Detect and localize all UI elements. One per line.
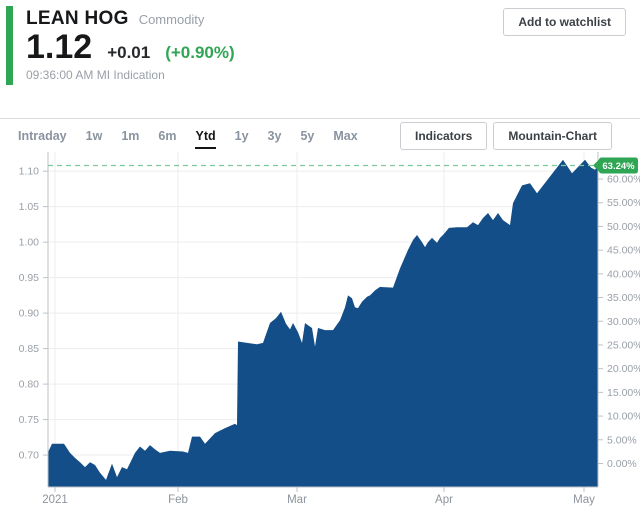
- symbol-title: LEAN HOG: [26, 8, 129, 29]
- tab-1w[interactable]: 1w: [85, 129, 103, 143]
- svg-text:2021: 2021: [42, 494, 68, 506]
- svg-text:1.05: 1.05: [19, 201, 40, 213]
- svg-text:30.00%: 30.00%: [607, 316, 640, 328]
- svg-text:0.00%: 0.00%: [607, 458, 637, 470]
- indicators-button[interactable]: Indicators: [399, 122, 488, 150]
- svg-text:25.00%: 25.00%: [607, 339, 640, 351]
- tab-3y[interactable]: 3y: [267, 129, 282, 143]
- svg-text:50.00%: 50.00%: [607, 221, 640, 233]
- svg-text:0.95: 0.95: [19, 272, 40, 284]
- chart-axes: [43, 152, 603, 492]
- svg-text:55.00%: 55.00%: [607, 197, 640, 209]
- svg-text:63.24%: 63.24%: [602, 161, 635, 172]
- quote-header: LEAN HOG Commodity 1.12 +0.01 (+0.90%) 0…: [6, 5, 626, 90]
- svg-text:45.00%: 45.00%: [607, 245, 640, 257]
- price-area-series: [48, 159, 598, 488]
- svg-text:1.10: 1.10: [19, 166, 40, 178]
- quote-timestamp: 09:36:00 AM MI Indication: [26, 67, 165, 82]
- svg-text:1.00: 1.00: [19, 237, 40, 249]
- tab-5y[interactable]: 5y: [300, 129, 315, 143]
- price-change-percent: (+0.90%): [165, 43, 235, 62]
- svg-text:Apr: Apr: [435, 494, 453, 506]
- svg-text:0.80: 0.80: [19, 379, 40, 391]
- tab-6m[interactable]: 6m: [158, 129, 177, 143]
- tab-1m[interactable]: 1m: [121, 129, 140, 143]
- svg-text:Feb: Feb: [168, 494, 188, 506]
- x-axis-labels: 2021 Feb Mar Apr May: [42, 494, 595, 506]
- tab-max[interactable]: Max: [333, 129, 358, 143]
- add-to-watchlist-button[interactable]: Add to watchlist: [503, 8, 626, 36]
- tab-1y[interactable]: 1y: [234, 129, 249, 143]
- svg-text:40.00%: 40.00%: [607, 268, 640, 280]
- svg-text:0.70: 0.70: [19, 450, 40, 462]
- price-chart: 1.10 1.05 1.00 0.95 0.90 0.85 0.80 0.75 0.70 60.0…: [19, 152, 640, 506]
- toolbar-divider: [0, 118, 640, 119]
- svg-text:60.00%: 60.00%: [607, 174, 640, 186]
- tab-intraday[interactable]: Intraday: [18, 129, 67, 143]
- y-axis-left-labels: 1.10 1.05 1.00 0.95 0.90 0.85 0.80 0.75 0.70: [19, 166, 40, 462]
- chart-type-button[interactable]: Mountain-Chart: [493, 122, 612, 150]
- price-change: +0.01: [107, 43, 151, 62]
- chart-toolbar: Intraday 1w 1m 6m Ytd 1y 3y 5y Max Indicators Mo…: [0, 118, 640, 154]
- svg-text:0.75: 0.75: [19, 414, 40, 426]
- instrument-type-label: Commodity: [138, 12, 205, 27]
- svg-text:0.90: 0.90: [19, 308, 40, 320]
- range-tabs: Intraday 1w 1m 6m Ytd 1y 3y 5y Max: [0, 118, 640, 149]
- change-percent-badge: 63.24%: [593, 157, 638, 174]
- svg-text:15.00%: 15.00%: [607, 387, 640, 399]
- y-axis-right-labels: 60.00% 55.00% 50.00% 45.00% 40.00% 35.00% 30.0…: [607, 174, 640, 470]
- tab-ytd[interactable]: Ytd: [195, 129, 216, 149]
- svg-text:Mar: Mar: [287, 494, 307, 506]
- svg-text:10.00%: 10.00%: [607, 411, 640, 423]
- svg-text:35.00%: 35.00%: [607, 292, 640, 304]
- accent-bar: [6, 6, 13, 85]
- chart-toolbar-buttons: Indicators Mountain-Chart: [399, 122, 612, 150]
- last-price: 1.12: [26, 28, 93, 66]
- svg-text:0.85: 0.85: [19, 343, 40, 355]
- svg-text:20.00%: 20.00%: [607, 363, 640, 375]
- svg-text:5.00%: 5.00%: [607, 434, 637, 446]
- svg-text:May: May: [573, 494, 595, 506]
